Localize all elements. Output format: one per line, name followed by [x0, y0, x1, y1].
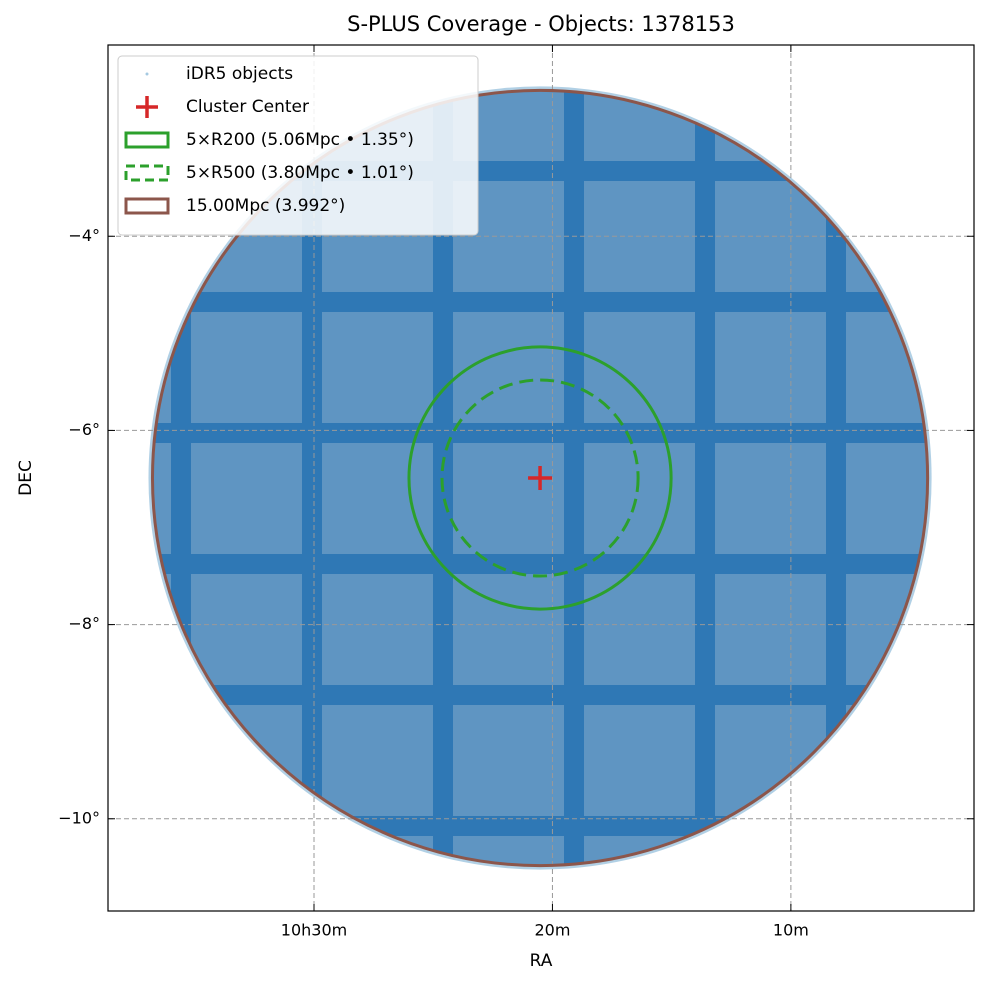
legend-marker: [124, 197, 170, 215]
legend-label: 5×R200 (5.06Mpc • 1.35°): [186, 130, 414, 150]
x-tick-label: 20m: [534, 921, 570, 940]
cluster-center: [528, 466, 553, 490]
x-tick-label: 10m: [773, 921, 809, 940]
plot-frame: [107, 44, 975, 912]
chart-title: S-PLUS Coverage - Objects: 1378153: [347, 12, 735, 36]
legend-marker: [145, 72, 149, 76]
y-tick-label: −4°: [68, 226, 100, 245]
legend-marker: [124, 164, 170, 182]
y-tick-label: −10°: [58, 808, 100, 827]
y-tick-label: −6°: [68, 420, 100, 439]
legend-label: iDR5 objects: [186, 64, 293, 84]
y-tick-label: −8°: [68, 614, 100, 633]
radius-circle: [440, 378, 640, 578]
legend-label: Cluster Center: [186, 97, 309, 117]
radius-circle: [150, 88, 930, 868]
y-axis-label: DEC: [16, 460, 36, 496]
x-tick-label: 10h30m: [281, 921, 347, 940]
legend-label: 5×R500 (3.80Mpc • 1.01°): [186, 163, 414, 183]
legend: iDR5 objects Cluster Center 5×R200 (5.06Mp…: [117, 55, 479, 236]
legend-marker: [124, 131, 170, 149]
radius-circle: [407, 345, 673, 611]
x-axis-label: RA: [530, 951, 553, 971]
legend-box: [117, 55, 479, 236]
legend-label: 15.00Mpc (3.992°): [186, 196, 345, 216]
plot-area: [108, 45, 974, 911]
axes: 10h30m 20m 10m −4° −6° −8° −10°: [58, 44, 975, 940]
